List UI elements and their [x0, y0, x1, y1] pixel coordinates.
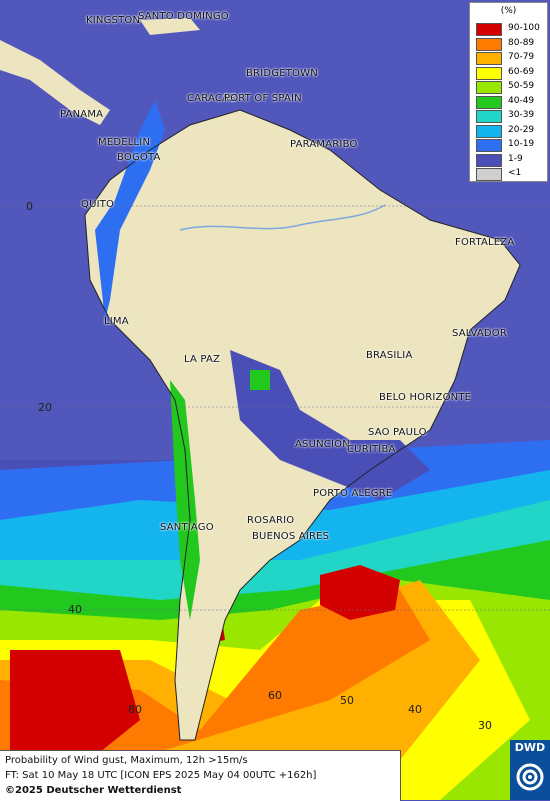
caption-title: Probability of Wind gust, Maximum, 12h >… [5, 755, 248, 766]
legend-row: <1 [476, 168, 546, 182]
legend-label: 60-69 [508, 66, 535, 77]
city-label: PARAMARIBO [290, 139, 358, 150]
legend-unit: (%) [500, 6, 517, 16]
city-label: SANTO DOMINGO [138, 11, 229, 22]
city-label: MEDELLIN [98, 137, 151, 148]
city-label: FORTALEZA [455, 237, 515, 248]
legend-swatch [476, 23, 502, 36]
legend-row: 80-89 [476, 37, 546, 52]
legend-row: 30-39 [476, 110, 546, 124]
city-label: LIMA [104, 316, 129, 327]
city-label: LA PAZ [184, 354, 221, 365]
dwd-swirl-icon [516, 763, 544, 791]
legend-swatch [476, 95, 502, 109]
legend-swatch [476, 81, 502, 94]
city-label: BOGOTA [117, 152, 161, 163]
legend-label: 20-29 [508, 124, 535, 135]
legend-row: 60-69 [476, 66, 546, 81]
grid-label: 80 [128, 703, 142, 716]
legend-row: 40-49 [476, 95, 546, 110]
legend-swatch [476, 52, 502, 65]
dwd-logo: DWD [510, 740, 550, 800]
city-label: SALVADOR [452, 328, 508, 339]
city-label: PORT OF SPAIN [224, 93, 302, 104]
legend-row: 10-19 [476, 139, 546, 153]
city-label: CARACAS [187, 93, 236, 104]
legend-swatch [476, 139, 502, 152]
legend-row: 1-9 [476, 153, 546, 168]
legend-label: 50-59 [508, 81, 535, 91]
grid-label: 40 [68, 603, 82, 616]
city-label: ROSARIO [247, 515, 295, 526]
city-label: BRIDGETOWN [246, 68, 318, 79]
city-label: BUENOS AIRES [252, 531, 330, 542]
legend: (%) 90-100 80-89 70-79 60-69 50-59 40-49 30-39… [469, 2, 548, 182]
legend-label: 30-39 [508, 110, 535, 120]
city-label: BRASILIA [366, 350, 413, 361]
legend-swatch [476, 124, 502, 138]
legend-label: 80-89 [508, 37, 535, 48]
legend-row: 50-59 [476, 81, 546, 95]
grid-label: 30 [478, 719, 492, 732]
dwd-logo-text: DWD [514, 741, 546, 754]
city-label: SANTIAGO [160, 522, 214, 533]
legend-swatch [476, 153, 502, 167]
legend-swatch [476, 66, 502, 80]
legend-row: 90-100 [476, 23, 546, 37]
caption-copyright: ©2025 Deutscher Wetterdienst [5, 785, 182, 796]
legend-row: 20-29 [476, 124, 546, 139]
legend-swatch [476, 37, 502, 51]
legend-swatch [476, 168, 502, 181]
city-label: PORTO ALEGRE [313, 488, 393, 499]
city-label: BELO HORIZONTE [379, 392, 472, 403]
city-label: CURITIBA [347, 444, 396, 455]
grid-label: 20 [38, 401, 52, 414]
city-label: SAO PAULO [368, 427, 427, 438]
city-label: KINGSTON [86, 15, 141, 26]
caption-forecast-time: FT: Sat 10 May 18 UTC [ICON EPS 2025 May… [5, 770, 317, 781]
legend-label: 40-49 [508, 95, 535, 106]
city-label: PANAMA [60, 109, 104, 120]
legend-label: 1-9 [508, 153, 523, 164]
legend-row: 70-79 [476, 52, 546, 66]
grid-label: 40 [408, 703, 422, 716]
legend-label: 10-19 [508, 139, 535, 149]
legend-swatch [476, 110, 502, 123]
legend-label: <1 [508, 168, 522, 178]
city-label: QUITO [81, 199, 115, 210]
legend-label: 90-100 [508, 23, 540, 33]
city-label: ASUNCION [295, 439, 350, 450]
grid-label: 60 [268, 689, 282, 702]
caption-box: Probability of Wind gust, Maximum, 12h >… [0, 750, 401, 801]
legend-label: 70-79 [508, 52, 535, 62]
grid-label: 0 [26, 200, 33, 213]
grid-label: 50 [340, 694, 354, 707]
